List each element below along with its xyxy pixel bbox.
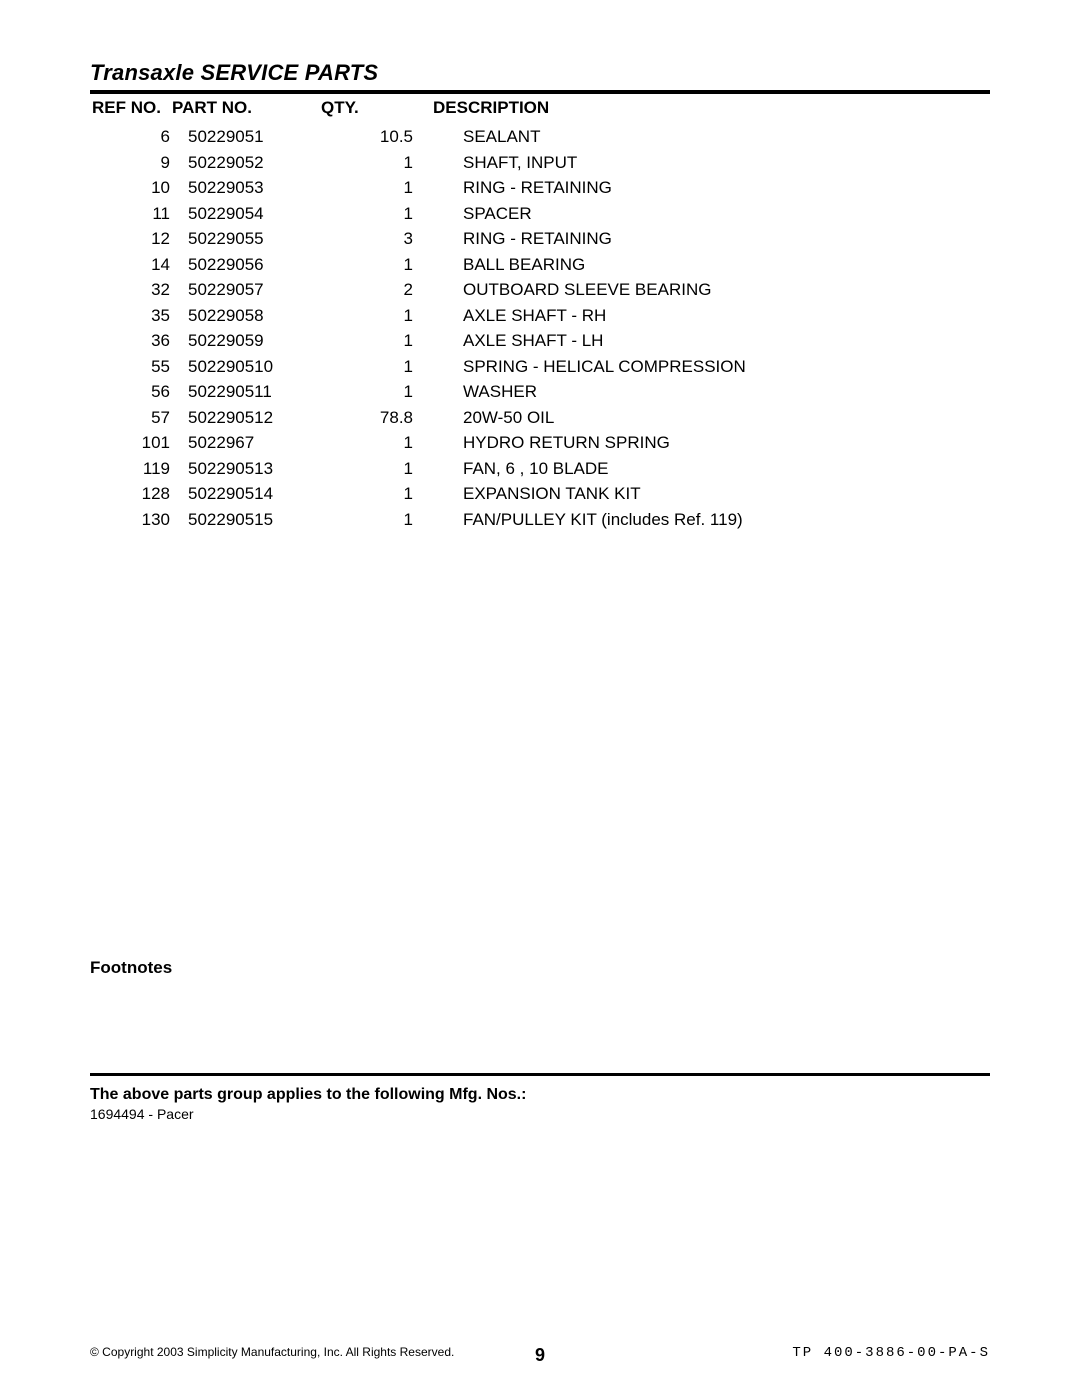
cell-part: 50229056 [188,252,323,278]
cell-qty: 78.8 [323,405,463,431]
cell-ref: 12 [90,226,188,252]
cell-ref: 130 [90,507,188,533]
section-title: Transaxle SERVICE PARTS [90,60,990,88]
cell-ref: 36 [90,328,188,354]
cell-qty: 1 [323,379,463,405]
cell-part: 502290512 [188,405,323,431]
footer-copyright: © Copyright 2003 Simplicity Manufacturin… [90,1345,454,1359]
footnotes-label: Footnotes [90,958,990,978]
cell-qty: 10.5 [323,124,463,150]
cell-ref: 119 [90,456,188,482]
cell-desc: SHAFT, INPUT [463,150,990,176]
cell-desc: FAN, 6 , 10 BLADE [463,456,990,482]
footnotes-section: Footnotes The above parts group applies … [90,958,990,1122]
table-row: 14502290561BALL BEARING [90,252,990,278]
cell-part: 50229059 [188,328,323,354]
table-row: 5750229051278.820W-50 OIL [90,405,990,431]
cell-qty: 1 [323,150,463,176]
cell-ref: 101 [90,430,188,456]
applies-to-item: 1694494 - Pacer [90,1106,990,1122]
cell-ref: 57 [90,405,188,431]
cell-qty: 1 [323,303,463,329]
table-row: 10502290531RING - RETAINING [90,175,990,201]
cell-desc: HYDRO RETURN SPRING [463,430,990,456]
cell-part: 502290513 [188,456,323,482]
table-row: 9502290521SHAFT, INPUT [90,150,990,176]
cell-qty: 1 [323,430,463,456]
cell-desc: SEALANT [463,124,990,150]
table-row: 1195022905131FAN, 6 , 10 BLADE [90,456,990,482]
cell-desc: WASHER [463,379,990,405]
cell-qty: 1 [323,201,463,227]
table-row: 10150229671HYDRO RETURN SPRING [90,430,990,456]
table-row: 11502290541SPACER [90,201,990,227]
cell-ref: 11 [90,201,188,227]
cell-ref: 56 [90,379,188,405]
table-row: 555022905101SPRING - HELICAL COMPRESSION [90,354,990,380]
cell-qty: 1 [323,507,463,533]
table-header-row: REF NO. PART NO. QTY. DESCRIPTION [90,96,990,124]
cell-ref: 128 [90,481,188,507]
cell-desc: SPACER [463,201,990,227]
cell-ref: 32 [90,277,188,303]
cell-ref: 35 [90,303,188,329]
cell-part: 502290515 [188,507,323,533]
footnotes-divider [90,1073,990,1076]
table-row: 32502290572OUTBOARD SLEEVE BEARING [90,277,990,303]
title-divider [90,90,990,94]
cell-qty: 2 [323,277,463,303]
table-row: 1305022905151FAN/PULLEY KIT (includes Re… [90,507,990,533]
table-row: 35502290581AXLE SHAFT - RH [90,303,990,329]
cell-desc: AXLE SHAFT - LH [463,328,990,354]
table-row: 12502290553RING - RETAINING [90,226,990,252]
table-row: 1285022905141EXPANSION TANK KIT [90,481,990,507]
cell-ref: 55 [90,354,188,380]
table-row: 565022905111WASHER [90,379,990,405]
cell-part: 50229055 [188,226,323,252]
cell-part: 50229057 [188,277,323,303]
cell-part: 502290511 [188,379,323,405]
cell-desc: AXLE SHAFT - RH [463,303,990,329]
parts-table: REF NO. PART NO. QTY. DESCRIPTION 650229… [90,96,990,532]
cell-desc: RING - RETAINING [463,175,990,201]
cell-qty: 1 [323,252,463,278]
cell-ref: 14 [90,252,188,278]
table-row: 36502290591AXLE SHAFT - LH [90,328,990,354]
cell-part: 50229053 [188,175,323,201]
cell-part: 5022967 [188,430,323,456]
cell-desc: OUTBOARD SLEEVE BEARING [463,277,990,303]
applies-to-label: The above parts group applies to the fol… [90,1086,990,1104]
cell-qty: 1 [323,328,463,354]
page: Transaxle SERVICE PARTS REF NO. PART NO.… [0,0,1080,1397]
cell-ref: 6 [90,124,188,150]
cell-desc: BALL BEARING [463,252,990,278]
footer-doc-id: TP 400-3886-00-PA-S [792,1345,990,1361]
col-header-ref: REF NO. [90,98,172,118]
col-header-desc: DESCRIPTION [411,98,990,118]
cell-part: 502290514 [188,481,323,507]
cell-desc: EXPANSION TANK KIT [463,481,990,507]
cell-part: 502290510 [188,354,323,380]
cell-qty: 1 [323,481,463,507]
page-footer: © Copyright 2003 Simplicity Manufacturin… [90,1345,990,1361]
cell-ref: 9 [90,150,188,176]
cell-desc: 20W-50 OIL [463,405,990,431]
cell-ref: 10 [90,175,188,201]
cell-desc: FAN/PULLEY KIT (includes Ref. 119) [463,507,990,533]
table-body: 65022905110.5SEALANT9502290521SHAFT, INP… [90,124,990,532]
col-header-part: PART NO. [172,98,307,118]
cell-part: 50229052 [188,150,323,176]
cell-desc: RING - RETAINING [463,226,990,252]
table-row: 65022905110.5SEALANT [90,124,990,150]
cell-qty: 3 [323,226,463,252]
cell-qty: 1 [323,354,463,380]
cell-part: 50229058 [188,303,323,329]
cell-part: 50229051 [188,124,323,150]
cell-qty: 1 [323,456,463,482]
cell-part: 50229054 [188,201,323,227]
cell-qty: 1 [323,175,463,201]
col-header-qty: QTY. [307,98,411,118]
cell-desc: SPRING - HELICAL COMPRESSION [463,354,990,380]
